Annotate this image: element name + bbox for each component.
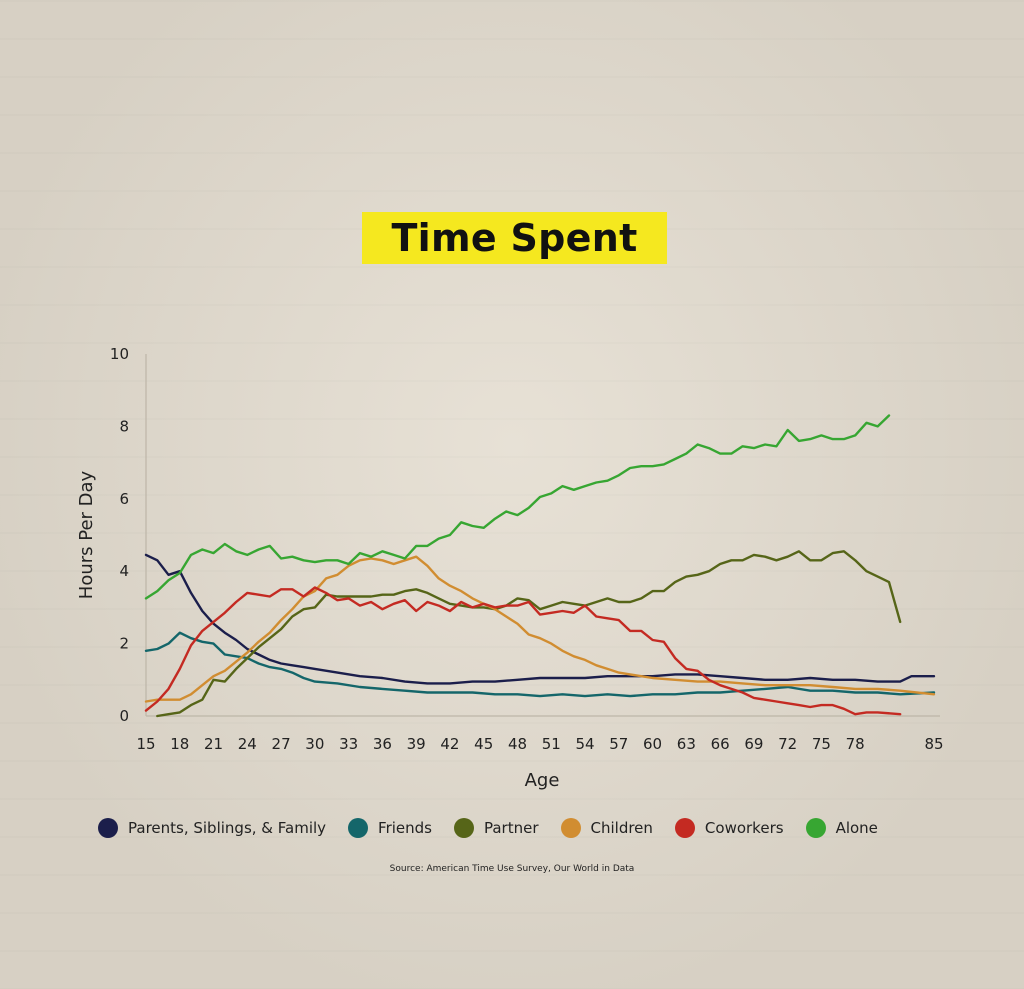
x-tick-label: 45 bbox=[474, 735, 493, 753]
axes bbox=[145, 354, 940, 717]
series-line-1 bbox=[144, 631, 936, 698]
legend-label: Parents, Siblings, & Family bbox=[128, 819, 327, 837]
x-tick-label: 27 bbox=[272, 735, 291, 753]
y-tick-labels: 0 2 4 6 8 10 bbox=[110, 345, 129, 725]
x-tick-label: 21 bbox=[204, 735, 223, 753]
y-tick-label: 10 bbox=[110, 345, 129, 363]
legend-item: Parents, Siblings, & Family bbox=[98, 818, 326, 838]
x-tick-label: 36 bbox=[373, 735, 392, 753]
legend-swatch bbox=[453, 818, 474, 838]
series-line-2 bbox=[156, 550, 902, 718]
legend-item: Partner bbox=[453, 818, 539, 838]
x-tick-label: 54 bbox=[575, 735, 594, 753]
title-highlight: Time Spent bbox=[362, 212, 667, 264]
y-tick-label: 8 bbox=[119, 417, 129, 435]
legend: Parents, Siblings, & Family Friends Partne… bbox=[98, 815, 938, 841]
y-axis-title: Hours Per Day bbox=[76, 470, 97, 599]
x-tick-label: 15 bbox=[136, 735, 155, 753]
x-tick-label: 72 bbox=[778, 735, 797, 753]
legend-label: Alone bbox=[835, 819, 878, 837]
y-tick-label: 2 bbox=[119, 635, 129, 653]
x-tick-label: 24 bbox=[238, 735, 257, 753]
x-tick-label: 18 bbox=[170, 735, 189, 753]
y-tick-label: 0 bbox=[119, 707, 129, 725]
x-tick-label: 85 bbox=[924, 735, 943, 753]
x-tick-label: 51 bbox=[542, 735, 561, 753]
x-tick-labels: 15 18 21 24 27 30 33 36 39 42 45 48 51 54 57 60 63 66 69 72… bbox=[136, 735, 943, 753]
y-tick-label: 4 bbox=[119, 562, 129, 580]
series-line-3 bbox=[144, 555, 936, 703]
legend-swatch bbox=[674, 818, 695, 838]
x-tick-label: 30 bbox=[305, 735, 324, 753]
legend-item: Children bbox=[560, 818, 653, 838]
legend-item: Friends bbox=[348, 818, 432, 838]
x-tick-label: 75 bbox=[812, 735, 831, 753]
legend-swatch bbox=[348, 818, 369, 838]
x-tick-label: 42 bbox=[440, 735, 459, 753]
series-line-0 bbox=[144, 553, 936, 685]
x-tick-label: 69 bbox=[744, 735, 763, 753]
x-tick-label: 60 bbox=[643, 735, 662, 753]
legend-swatch bbox=[560, 818, 581, 838]
legend-label: Partner bbox=[483, 819, 539, 837]
x-tick-label: 39 bbox=[407, 735, 426, 753]
x-tick-label: 66 bbox=[711, 735, 730, 753]
legend-swatch bbox=[98, 818, 118, 838]
legend-swatch bbox=[805, 818, 826, 838]
series-lines bbox=[144, 414, 936, 718]
legend-label: Coworkers bbox=[704, 819, 784, 837]
chart-title: Time Spent bbox=[391, 216, 638, 260]
x-tick-label: 57 bbox=[609, 735, 628, 753]
x-axis-title: Age bbox=[525, 770, 560, 791]
legend-label: Friends bbox=[378, 819, 432, 837]
x-tick-label: 63 bbox=[677, 735, 696, 753]
y-axis-title-group: Hours Per Day bbox=[76, 470, 97, 599]
x-tick-label: 78 bbox=[846, 735, 865, 753]
legend-item: Alone bbox=[805, 818, 878, 838]
x-tick-label: 48 bbox=[508, 735, 527, 753]
legend-label: Children bbox=[590, 819, 653, 837]
source-note: Source: American Time Use Survey, Our Wo… bbox=[389, 864, 635, 874]
y-tick-label: 6 bbox=[119, 490, 129, 508]
x-tick-label: 33 bbox=[339, 735, 358, 753]
series-line-5 bbox=[144, 414, 891, 600]
series-line-4 bbox=[144, 586, 902, 716]
legend-item: Coworkers bbox=[674, 818, 784, 838]
